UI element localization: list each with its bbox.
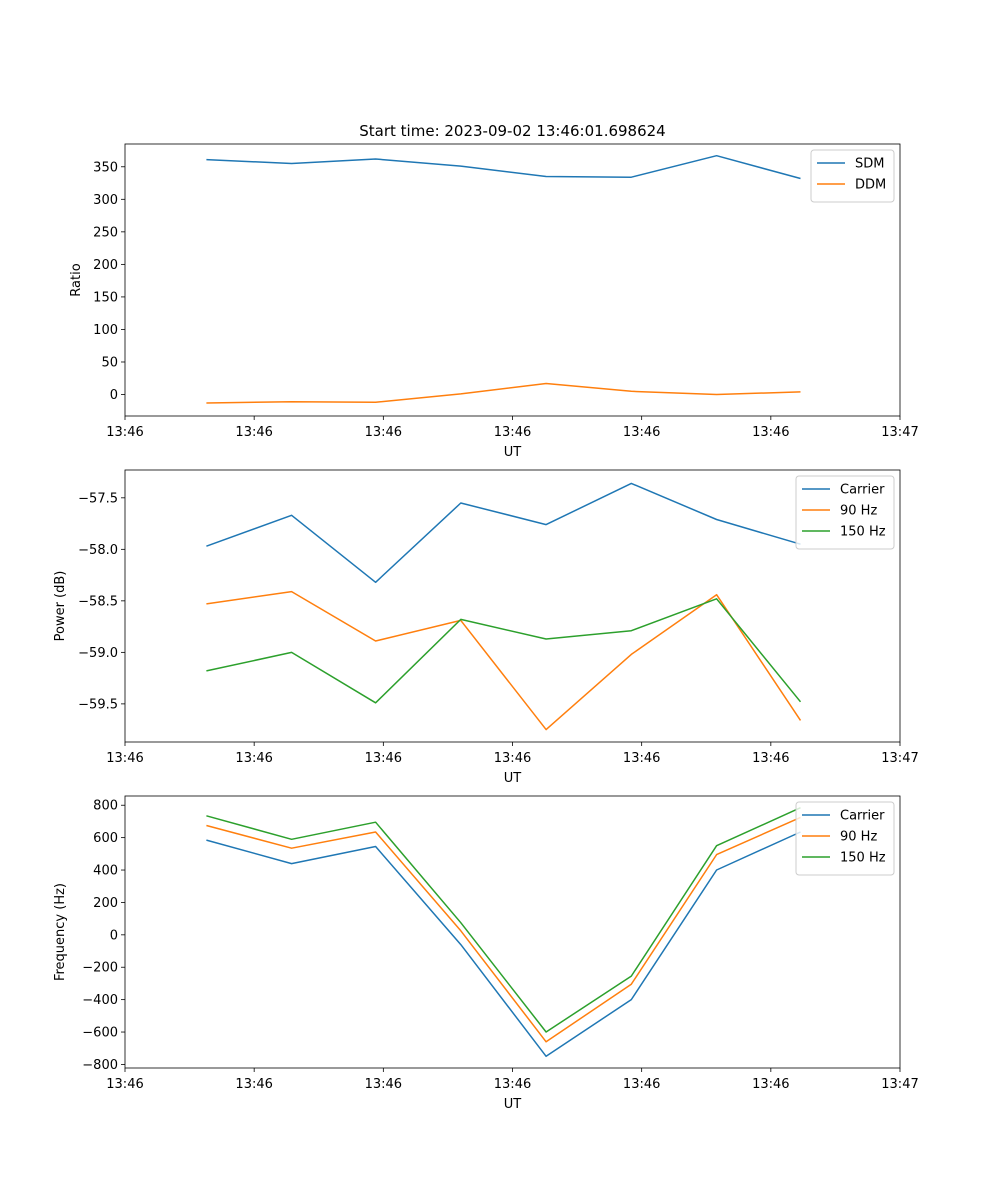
x-tick-label: 13:46	[365, 751, 402, 766]
x-tick-label: 13:47	[881, 425, 918, 440]
y-tick-label: 0	[110, 928, 118, 943]
y-tick-label: 300	[93, 193, 118, 208]
x-tick-label: 13:46	[494, 1077, 531, 1092]
y-tick-label: 200	[93, 258, 118, 273]
x-tick-label: 13:46	[752, 751, 789, 766]
x-tick-label: 13:46	[235, 751, 272, 766]
y-tick-label: −58.5	[78, 594, 118, 609]
legend: Carrier 90 Hz 150 Hz	[795, 475, 895, 550]
subplot-1: 13:46 13:46 13:46 13:46 13:46 13:46 13:47 0 50 10…	[69, 143, 919, 460]
y-tick-label: 0	[110, 388, 118, 403]
series-line-carrier	[206, 482, 801, 584]
y-tick-label: 100	[93, 323, 118, 338]
x-tick-label: 13:46	[235, 425, 272, 440]
y-tick-label: −600	[82, 1026, 118, 1041]
y-tick-label: 400	[93, 864, 118, 879]
x-tick-label: 13:46	[752, 425, 789, 440]
x-tick-label: 13:46	[494, 751, 531, 766]
legend-label: 150 Hz	[840, 525, 886, 540]
y-tick-label: −59.0	[78, 646, 118, 661]
x-tick-label: 13:46	[106, 425, 143, 440]
series-line-ddm	[206, 382, 801, 404]
x-tick-label: 13:46	[365, 425, 402, 440]
figure-title: Start time: 2023-09-02 13:46:01.698624	[359, 122, 665, 140]
x-tick-label: 13:46	[623, 425, 660, 440]
y-tick-label: −400	[82, 993, 118, 1008]
legend-label: Carrier	[840, 809, 885, 824]
x-tick-label: 13:46	[494, 425, 531, 440]
legend-label: DDM	[855, 178, 886, 193]
y-tick-label: 350	[93, 160, 118, 175]
legend-label: 90 Hz	[840, 504, 877, 519]
y-axis-label: Frequency (Hz)	[53, 883, 68, 981]
legend-label: 150 Hz	[840, 851, 886, 866]
y-tick-label: −200	[82, 961, 118, 976]
y-axis-label: Ratio	[69, 263, 84, 296]
x-axis-label: UT	[504, 445, 522, 460]
x-axis-label: UT	[504, 1097, 522, 1112]
x-tick-label: 13:46	[235, 1077, 272, 1092]
subplot-2: 13:46 13:46 13:46 13:46 13:46 13:46 13:47 −59.5…	[53, 469, 919, 786]
series-line-150-hz	[206, 807, 801, 1033]
y-tick-label: 50	[101, 355, 118, 370]
y-tick-label: −800	[82, 1058, 118, 1073]
x-tick-label: 13:46	[365, 1077, 402, 1092]
y-tick-label: 250	[93, 225, 118, 240]
series-line-90-hz	[206, 816, 801, 1043]
x-tick-label: 13:46	[623, 1077, 660, 1092]
y-axis-label: Power (dB)	[53, 571, 68, 642]
series-line-carrier	[206, 831, 801, 1058]
y-tick-label: 200	[93, 896, 118, 911]
x-tick-label: 13:46	[623, 751, 660, 766]
x-tick-label: 13:46	[106, 751, 143, 766]
legend-label: SDM	[855, 157, 884, 172]
y-tick-label: −59.5	[78, 697, 118, 712]
subplots: 13:46 13:46 13:46 13:46 13:46 13:46 13:47 0 50 10…	[53, 143, 919, 1112]
x-tick-label: 13:46	[106, 1077, 143, 1092]
legend: SDM DDM	[810, 149, 895, 203]
legend-label: Carrier	[840, 483, 885, 498]
x-axis-label: UT	[504, 771, 522, 786]
y-tick-label: −58.0	[78, 543, 118, 558]
legend: Carrier 90 Hz 150 Hz	[795, 801, 895, 876]
y-tick-label: 600	[93, 831, 118, 846]
x-tick-label: 13:47	[881, 1077, 918, 1092]
y-tick-label: 150	[93, 290, 118, 305]
legend-label: 90 Hz	[840, 830, 877, 845]
x-tick-label: 13:47	[881, 751, 918, 766]
series-line-150-hz	[206, 598, 802, 704]
subplot-3: 13:46 13:46 13:46 13:46 13:46 13:46 13:47 −800 −…	[53, 795, 919, 1112]
y-tick-label: −57.5	[78, 491, 118, 506]
series-line-sdm	[206, 154, 801, 180]
x-tick-label: 13:46	[752, 1077, 789, 1092]
y-tick-label: 800	[93, 799, 118, 814]
